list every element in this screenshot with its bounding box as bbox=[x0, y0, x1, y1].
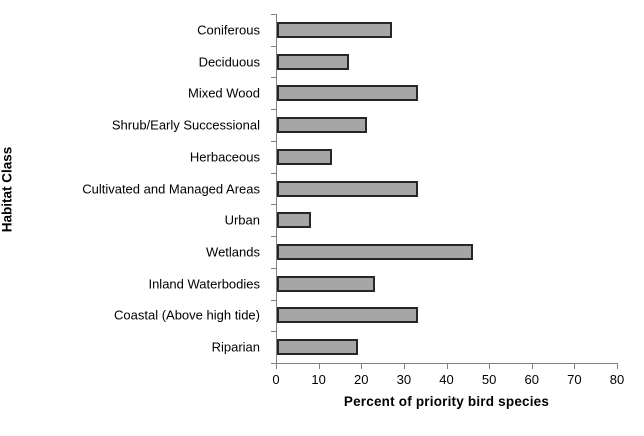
x-tick-label: 30 bbox=[396, 372, 412, 387]
plot-area bbox=[276, 14, 618, 364]
bar-inland-waterbodies bbox=[277, 275, 376, 292]
bar-cultivated-and-managed-areas bbox=[277, 180, 418, 197]
x-tick bbox=[361, 364, 363, 369]
bar-deciduous bbox=[277, 53, 350, 70]
x-tick bbox=[489, 364, 491, 369]
bar-coastal-above-high-tide- bbox=[277, 307, 418, 324]
y-tick bbox=[271, 236, 276, 238]
y-tick bbox=[271, 140, 276, 142]
category-label: Cultivated and Managed Areas bbox=[82, 181, 260, 196]
x-tick-label: 0 bbox=[272, 372, 280, 387]
x-tick-label: 60 bbox=[524, 372, 539, 387]
x-tick bbox=[446, 364, 448, 369]
bar-urban bbox=[277, 212, 312, 229]
y-tick bbox=[271, 109, 276, 111]
x-tick bbox=[318, 364, 320, 369]
y-tick bbox=[271, 45, 276, 47]
bar-wetlands bbox=[277, 243, 474, 260]
y-tick bbox=[271, 267, 276, 269]
category-label: Deciduous bbox=[198, 54, 260, 70]
y-tick bbox=[271, 363, 276, 364]
bar-coniferous bbox=[277, 21, 393, 38]
x-tick bbox=[531, 364, 533, 369]
category-label: Herbaceous bbox=[189, 149, 260, 165]
x-tick-label: 10 bbox=[311, 372, 326, 387]
x-tick bbox=[403, 364, 405, 369]
x-tick bbox=[617, 364, 618, 369]
x-tick-label: 70 bbox=[567, 372, 582, 387]
x-tick bbox=[276, 364, 277, 369]
bar-herbaceous bbox=[277, 148, 333, 165]
category-label: Inland Waterbodies bbox=[148, 276, 260, 292]
x-tick-label: 40 bbox=[439, 372, 454, 387]
y-tick bbox=[271, 331, 276, 333]
category-label: Riparian bbox=[211, 339, 260, 355]
x-axis-title: Percent of priority bird species bbox=[343, 394, 550, 409]
category-label: Mixed Wood bbox=[187, 85, 260, 101]
category-labels: Coniferous Deciduous Mixed Wood Shrub/Early… bbox=[0, 14, 268, 363]
x-tick-label: 80 bbox=[609, 372, 625, 387]
category-label: Shrub/Early Successional bbox=[111, 117, 260, 133]
category-label: Coastal (Above high tide) bbox=[114, 307, 260, 323]
bar-mixed-wood bbox=[277, 85, 418, 102]
y-tick bbox=[271, 204, 276, 206]
bar-shrub-early-successional bbox=[277, 117, 367, 134]
x-tick-label: 50 bbox=[481, 372, 497, 387]
y-tick bbox=[271, 172, 276, 174]
category-label: Urban bbox=[224, 212, 260, 228]
y-tick bbox=[271, 14, 276, 15]
bar-riparian bbox=[277, 339, 358, 356]
category-label: Wetlands bbox=[206, 244, 260, 260]
x-tick bbox=[574, 364, 576, 369]
category-label: Coniferous bbox=[197, 22, 260, 38]
y-tick bbox=[271, 299, 276, 301]
y-tick bbox=[271, 77, 276, 79]
x-tick-label: 20 bbox=[354, 372, 369, 387]
